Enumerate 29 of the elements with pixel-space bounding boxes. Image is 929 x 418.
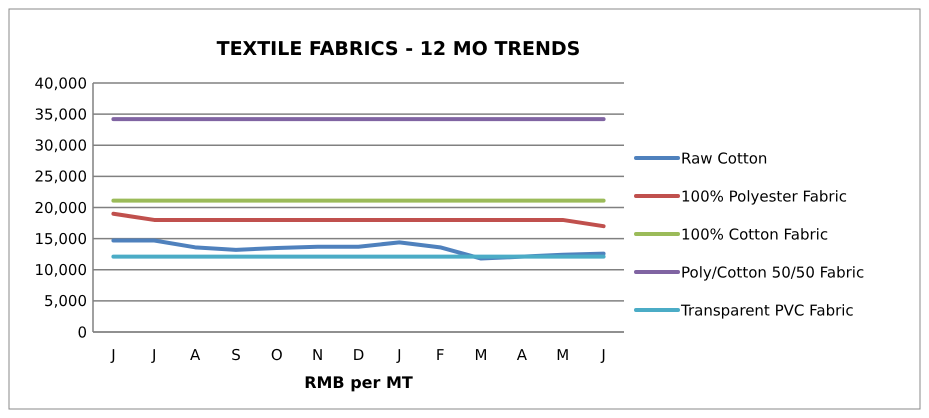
- x-tick-label: N: [312, 346, 324, 364]
- y-tick-label: 20,000: [34, 198, 87, 217]
- y-tick-label: 35,000: [34, 105, 87, 124]
- x-tick-label: J: [600, 346, 606, 364]
- legend-label: Transparent PVC Fabric: [680, 301, 854, 320]
- x-tick-label: A: [190, 346, 201, 364]
- x-tick-label: A: [516, 346, 528, 364]
- x-tick-label: J: [151, 346, 156, 364]
- chart-title: TEXTILE FABRICS - 12 MO TRENDS: [216, 38, 580, 60]
- x-tick-label: O: [270, 346, 283, 364]
- legend-label: Poly/Cotton 50/50 Fabric: [681, 263, 864, 282]
- y-tick-label: 10,000: [34, 261, 87, 279]
- legend-label: 100% Polyester Fabric: [681, 187, 848, 206]
- y-tick-label: 5,000: [44, 292, 87, 310]
- x-tick-label: S: [231, 346, 241, 364]
- y-tick-label: 15,000: [34, 230, 87, 248]
- x-tick-label: F: [436, 346, 445, 364]
- x-tick-label: J: [110, 346, 116, 364]
- y-tick-label: 30,000: [34, 136, 87, 154]
- y-tick-label: 25,000: [34, 168, 87, 186]
- legend-label: Raw Cotton: [681, 149, 768, 168]
- x-tick-label: M: [474, 346, 488, 364]
- legend-label: 100% Cotton Fabric: [681, 225, 828, 244]
- x-tick-label: M: [556, 346, 570, 364]
- y-tick-label: 40,000: [34, 74, 87, 92]
- y-tick-label: 0: [77, 323, 87, 342]
- x-axis-title: RMB per MT: [304, 373, 413, 392]
- x-tick-label: D: [352, 346, 364, 364]
- x-tick-label: J: [396, 346, 402, 364]
